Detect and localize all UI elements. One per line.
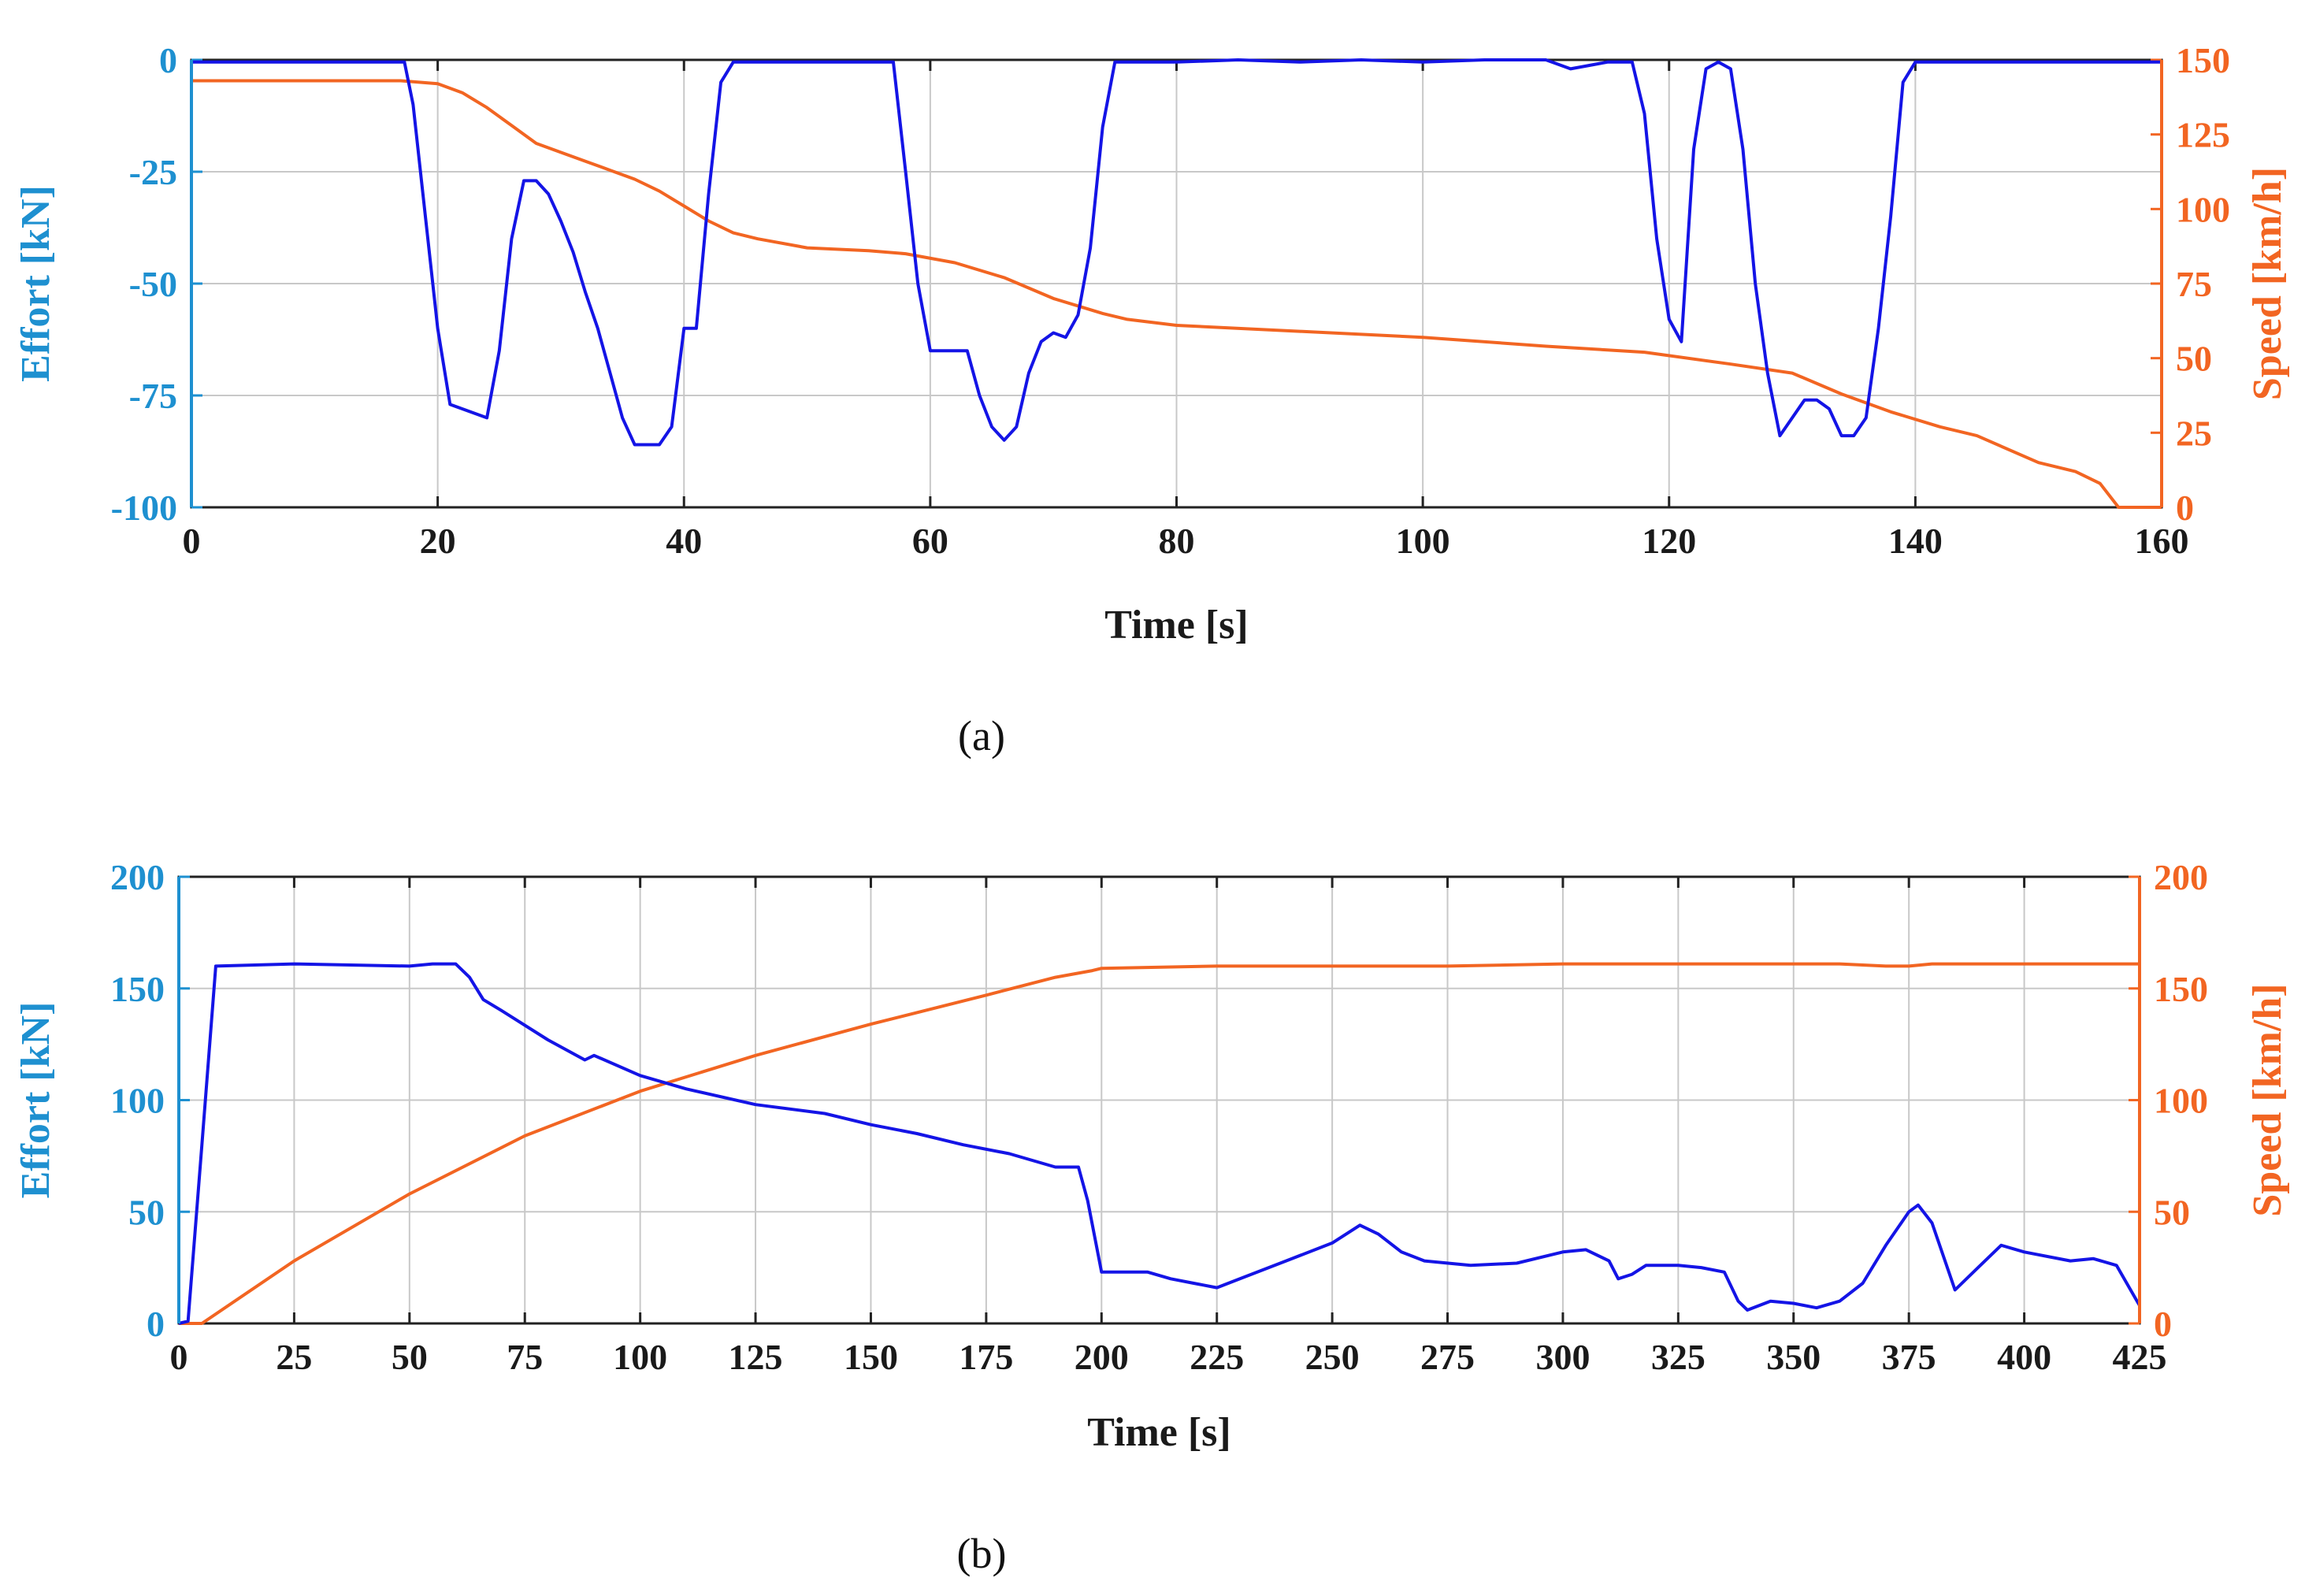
chart-b-caption: (b)	[957, 1530, 1007, 1577]
chart-b-right-axis-title: Speed [km/h]	[2245, 983, 2290, 1216]
x-tick-label: 225	[1190, 1337, 1244, 1377]
chart-b-left-tick-labels: 200 150 100 50 0	[110, 857, 190, 1344]
chart-b-x-axis-title: Time [s]	[1087, 1410, 1230, 1455]
right-tick-label: 0	[2154, 1304, 2172, 1344]
effort-series-line	[191, 58, 2162, 447]
x-tick-label: 80	[1159, 521, 1195, 561]
chart-b-left-axis-title: Effort [kN]	[13, 1002, 58, 1199]
left-tick-label: 200	[110, 857, 165, 897]
chart-a-x-axis-title: Time [s]	[1104, 603, 1248, 648]
speed-series-line	[191, 79, 2162, 509]
chart-b-grid	[179, 877, 2140, 1323]
left-tick-label: 150	[110, 969, 165, 1009]
chart-a-x-tick-labels: 0 20 40 60 80 100 120 140 160	[183, 60, 2189, 561]
x-tick-label: 400	[1997, 1337, 2051, 1377]
x-tick-label: 160	[2135, 521, 2189, 561]
chart-a-right-tick-labels: 150 125 100 75 50 25 0	[2151, 40, 2230, 528]
right-tick-label: 200	[2154, 857, 2208, 897]
left-tick-label: 50	[128, 1192, 165, 1232]
x-tick-label: 100	[1396, 521, 1450, 561]
speed-series-line	[179, 962, 2140, 1325]
x-tick-label: 50	[392, 1337, 428, 1377]
chart-b: 0 25 50 75 100 125 150 175 200 225 250 275 300 325 350…	[13, 857, 2290, 1577]
x-tick-label: 0	[170, 1337, 188, 1377]
chart-a-caption: (a)	[958, 712, 1005, 759]
x-tick-label: 0	[183, 521, 201, 561]
x-tick-label: 40	[666, 521, 702, 561]
right-tick-label: 150	[2154, 969, 2208, 1009]
right-tick-label: 100	[2176, 189, 2230, 229]
right-tick-label: 25	[2176, 413, 2212, 453]
x-tick-label: 125	[729, 1337, 783, 1377]
x-tick-label: 325	[1651, 1337, 1706, 1377]
x-tick-label: 150	[844, 1337, 898, 1377]
x-tick-label: 75	[507, 1337, 543, 1377]
x-tick-label: 350	[1766, 1337, 1821, 1377]
chart-b-right-tick-labels: 200 150 100 50 0	[2129, 857, 2208, 1344]
right-tick-label: 75	[2176, 264, 2212, 304]
chart-a-series	[191, 58, 2162, 509]
left-tick-label: -100	[111, 488, 177, 528]
left-tick-label: -50	[129, 264, 177, 304]
left-tick-label: 100	[110, 1081, 165, 1121]
right-tick-label: 50	[2176, 339, 2212, 379]
right-tick-label: 100	[2154, 1081, 2208, 1121]
x-tick-label: 175	[959, 1337, 1013, 1377]
x-tick-label: 25	[276, 1337, 312, 1377]
left-tick-label: 0	[159, 40, 177, 80]
left-tick-label: -75	[129, 376, 177, 416]
x-tick-label: 100	[613, 1337, 667, 1377]
x-tick-label: 300	[1535, 1337, 1590, 1377]
x-tick-label: 20	[420, 521, 456, 561]
x-tick-label: 425	[2113, 1337, 2167, 1377]
x-tick-label: 120	[1642, 521, 1696, 561]
chart-a-right-axis-title: Speed [km/h]	[2245, 167, 2290, 400]
x-tick-label: 140	[1888, 521, 1943, 561]
x-tick-label: 375	[1882, 1337, 1936, 1377]
chart-a: 0 20 40 60 80 100 120 140 160 0 -25 -50 -75 -100 150…	[13, 40, 2290, 759]
chart-a-grid	[191, 60, 2162, 507]
chart-a-left-axis-title: Effort [kN]	[13, 185, 58, 382]
effort-series-line	[178, 962, 2141, 1325]
right-tick-label: 125	[2176, 115, 2230, 155]
x-tick-label: 60	[912, 521, 948, 561]
x-tick-label: 200	[1075, 1337, 1129, 1377]
chart-a-left-tick-labels: 0 -25 -50 -75 -100	[111, 40, 202, 528]
chart-b-series	[178, 962, 2141, 1325]
left-tick-label: -25	[129, 152, 177, 192]
x-tick-label: 250	[1305, 1337, 1360, 1377]
right-tick-label: 50	[2154, 1192, 2190, 1232]
right-tick-label: 150	[2176, 40, 2230, 80]
right-tick-label: 0	[2176, 488, 2194, 528]
x-tick-label: 275	[1420, 1337, 1475, 1377]
left-tick-label: 0	[147, 1304, 165, 1344]
